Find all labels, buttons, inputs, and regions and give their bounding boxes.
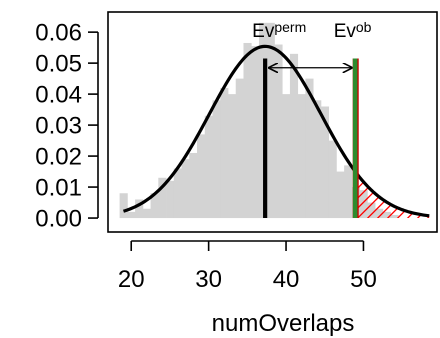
histogram-bar [390, 214, 399, 219]
y-tick-label: 0.04 [35, 82, 82, 109]
histogram-bar [212, 100, 221, 219]
y-tick-label: 0.03 [35, 113, 82, 140]
y-tick-label: 0.00 [35, 206, 82, 233]
histogram-bar [189, 152, 198, 219]
y-tick-label: 0.02 [35, 144, 82, 171]
histogram-bar [181, 159, 190, 219]
x-tick-label: 40 [273, 266, 300, 293]
histogram-bar [135, 199, 144, 219]
x-axis: 20 30 40 50 [118, 240, 377, 293]
histogram-bar [289, 53, 299, 219]
histogram-bar [274, 44, 283, 219]
normal-curve [122, 44, 430, 218]
ev-perm-label: Evperm [252, 19, 306, 42]
histogram-bar [220, 87, 229, 219]
histogram-bar [282, 94, 291, 219]
plot-frame [107, 11, 438, 233]
histogram-bar [266, 22, 275, 219]
y-axis: 0.00 0.01 0.02 0.03 0.04 0.05 0.06 [35, 20, 99, 233]
hatch-line [355, 179, 367, 219]
histogram-bar [313, 100, 322, 219]
histogram-bar [258, 22, 268, 219]
histogram-bar [243, 42, 252, 219]
x-tick-label: 50 [350, 266, 377, 293]
histogram-bar [173, 168, 182, 219]
histogram-bar [367, 202, 376, 219]
histogram-bar [328, 140, 337, 219]
histogram-bar [158, 177, 167, 219]
histogram-bar [305, 78, 314, 219]
x-axis-title: numOverlaps [212, 310, 355, 337]
histogram-bar [336, 171, 345, 219]
y-tick-label: 0.06 [35, 20, 82, 47]
histogram-bar [227, 94, 237, 219]
histogram-bar [204, 115, 213, 219]
x-tick-label: 30 [195, 266, 222, 293]
histogram-bar [375, 208, 384, 219]
histogram-bar [251, 46, 260, 219]
ev-obs-label: Evob [334, 19, 372, 42]
histogram-bar [150, 193, 159, 219]
y-tick-label: 0.01 [35, 175, 82, 202]
histogram-bar [142, 208, 151, 219]
histogram-bar [197, 134, 206, 219]
histogram-bar [359, 190, 368, 219]
histogram-bar [344, 165, 353, 219]
histogram-bar [320, 106, 330, 219]
x-tick-label: 20 [118, 266, 145, 293]
histogram-bar [235, 78, 244, 219]
histogram-bar [127, 211, 136, 219]
histogram-bar [166, 180, 175, 219]
histogram-bar [297, 94, 306, 219]
histogram-bar [119, 193, 128, 219]
y-tick-label: 0.05 [35, 51, 82, 78]
histogram-bar [382, 211, 391, 219]
